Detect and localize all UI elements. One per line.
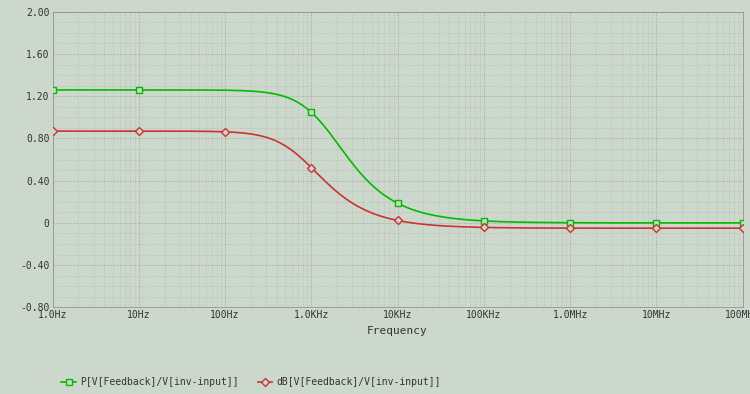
X-axis label: Frequency: Frequency <box>368 326 428 336</box>
Legend: P[V[Feedback]/V[inv-input]], dB[V[Feedback]/V[inv-input]]: P[V[Feedback]/V[inv-input]], dB[V[Feedba… <box>57 374 445 391</box>
